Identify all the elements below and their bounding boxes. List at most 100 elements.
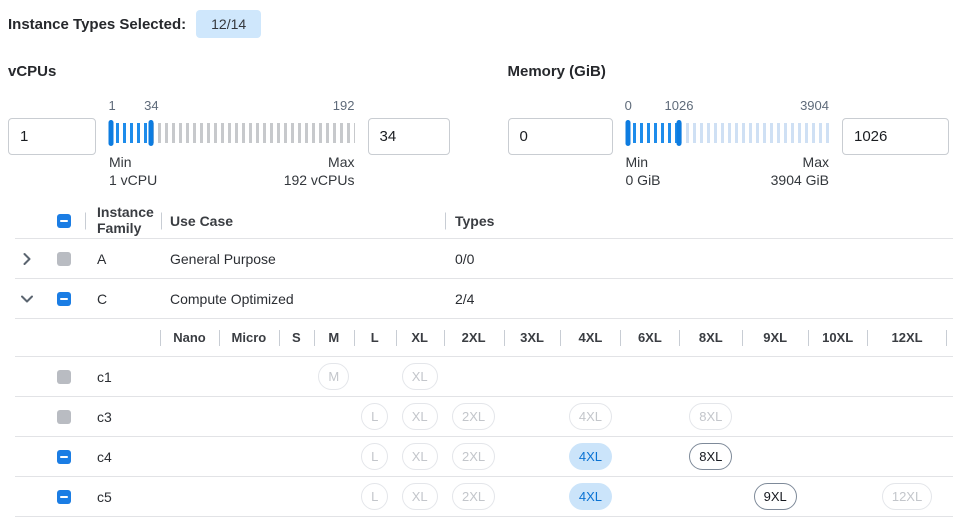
memory-max-input[interactable]: [842, 118, 949, 155]
instance-row-c4: c4 L XL 2XL 4XL 8XL: [15, 437, 953, 477]
size-cell-s: [279, 437, 314, 476]
table-header-row: Instance Family Use Case Types: [15, 203, 953, 239]
size-column-label: 4XL: [578, 330, 603, 345]
size-column-2xl: 2XL: [444, 319, 504, 356]
size-cell-3xl: [504, 477, 561, 516]
select-all-checkbox[interactable]: [57, 213, 71, 228]
memory-slider-track[interactable]: [625, 118, 829, 148]
size-column-nano: Nano: [160, 319, 219, 356]
instance-table: Instance Family Use Case Types A General …: [15, 203, 953, 517]
instance-sizes-grid: L XL 2XL 4XL 9XL 12XL: [160, 477, 947, 516]
size-cell-l: L: [354, 437, 396, 476]
expand-chevron-down-c[interactable]: [19, 291, 35, 307]
size-column-l: L: [354, 319, 396, 356]
size-chip-c5-4xl[interactable]: 4XL: [568, 483, 613, 510]
family-row-a: A General Purpose 0/0: [15, 239, 953, 279]
vcpus-min-input[interactable]: [8, 118, 96, 155]
memory-min-label: Min: [625, 154, 649, 170]
size-chip-c5-9xl[interactable]: 9XL: [753, 483, 797, 510]
size-cell-nano: [160, 357, 219, 396]
slider-handle-max[interactable]: [148, 120, 154, 146]
size-cell-m: [314, 477, 354, 516]
size-columns-grid: Nano Micro S M L XL 2XL 3XL 4XL 6XL 8XL 9XL 10XL 12XL: [160, 319, 947, 356]
size-column-6xl: 6XL: [620, 319, 679, 356]
instance-sizes-grid: L XL 2XL 4XL 8XL: [160, 437, 947, 476]
size-column-xl: XL: [396, 319, 444, 356]
size-cell-3xl: [504, 357, 561, 396]
size-column-label: 10XL: [822, 330, 854, 345]
size-chip-c5-xl: XL: [401, 483, 438, 510]
size-chip-c5-l: L: [361, 483, 389, 510]
checkbox-instance-c4[interactable]: [57, 449, 71, 464]
instance-sizes-grid: L XL 2XL 4XL 8XL: [160, 397, 947, 436]
memory-scale-start: 0: [624, 98, 632, 113]
checkbox-disabled-family-a: [57, 251, 71, 266]
size-cell-10xl: [808, 477, 867, 516]
slider-handle-min[interactable]: [108, 120, 114, 146]
vcpus-scale-end: 192: [332, 98, 355, 113]
checkbox-instance-c5[interactable]: [57, 489, 71, 504]
size-cell-8xl: [679, 477, 742, 516]
family-types-count: 2/4: [455, 290, 475, 307]
size-chip-c4-8xl[interactable]: 8XL: [689, 443, 733, 470]
family-use-case: General Purpose: [170, 250, 276, 267]
family-types-count: 0/0: [455, 250, 475, 267]
size-cell-8xl: 8XL: [679, 397, 742, 436]
checkbox-family-c[interactable]: [57, 291, 71, 306]
slider-scale-current: 34: [144, 98, 159, 113]
size-cell-micro: [219, 477, 279, 516]
size-cell-9xl: [742, 437, 808, 476]
size-cell-2xl: 2XL: [444, 437, 504, 476]
size-cell-9xl: 9XL: [742, 477, 808, 516]
size-cell-12xl: [867, 357, 947, 396]
slider-handle-max[interactable]: [676, 120, 682, 146]
size-cell-9xl: [742, 397, 808, 436]
memory-max-label: Max: [802, 154, 829, 170]
size-cell-4xl: 4XL: [560, 437, 620, 476]
vcpus-max-input[interactable]: [367, 118, 450, 155]
instance-name: c1: [97, 368, 112, 385]
size-chip-c4-4xl[interactable]: 4XL: [568, 443, 613, 470]
family-name: A: [97, 250, 107, 267]
slider-handle-min[interactable]: [625, 120, 631, 146]
size-cell-xl: XL: [396, 477, 444, 516]
memory-min-input[interactable]: [507, 118, 613, 155]
memory-max-value: 3904 GiB: [770, 171, 829, 188]
size-column-label: 9XL: [763, 330, 788, 345]
size-cell-4xl: 4XL: [560, 397, 620, 436]
size-column-label: 8XL: [698, 330, 723, 345]
size-cell-xl: XL: [396, 397, 444, 436]
vcpus-filter: vCPUs 1 34 192 Min 1 vCPU: [8, 63, 450, 189]
size-column-label: S: [291, 330, 301, 345]
instance-types-selected-label: Instance Types Selected:: [8, 15, 187, 33]
size-cell-micro: [219, 357, 279, 396]
size-column-label: M: [328, 330, 340, 345]
size-cell-nano: [160, 397, 219, 436]
size-cell-2xl: 2XL: [444, 397, 504, 436]
size-cell-3xl: [504, 437, 561, 476]
column-header-use-case: Use Case: [170, 212, 234, 229]
size-column-9xl: 9XL: [742, 319, 808, 356]
size-cell-nano: [160, 437, 219, 476]
memory-min-value: 0 GiB: [625, 171, 661, 188]
size-cell-s: [279, 397, 314, 436]
vcpus-slider-track[interactable]: [108, 118, 355, 148]
expand-chevron-right-a[interactable]: [19, 251, 35, 267]
size-column-12xl: 12XL: [867, 319, 947, 356]
size-cell-6xl: [620, 477, 679, 516]
size-cell-m: [314, 437, 354, 476]
vcpus-title: vCPUs: [8, 63, 57, 80]
size-chip-c3-xl: XL: [401, 403, 438, 430]
size-cell-6xl: [620, 397, 679, 436]
size-chip-c4-l: L: [361, 443, 389, 470]
size-cell-2xl: [444, 357, 504, 396]
slider-ticks-rest: [151, 123, 355, 143]
size-column-label: 12XL: [891, 330, 923, 345]
size-cell-4xl: [560, 357, 620, 396]
slider-ticks-selected: [625, 123, 679, 143]
instance-name: c5: [97, 488, 112, 505]
size-cell-micro: [219, 437, 279, 476]
memory-filter: Memory (GiB) 0 1026 3904 Min: [507, 63, 949, 189]
instance-sizes-grid: M XL: [160, 357, 947, 396]
vcpus-min-label: Min: [109, 154, 132, 170]
